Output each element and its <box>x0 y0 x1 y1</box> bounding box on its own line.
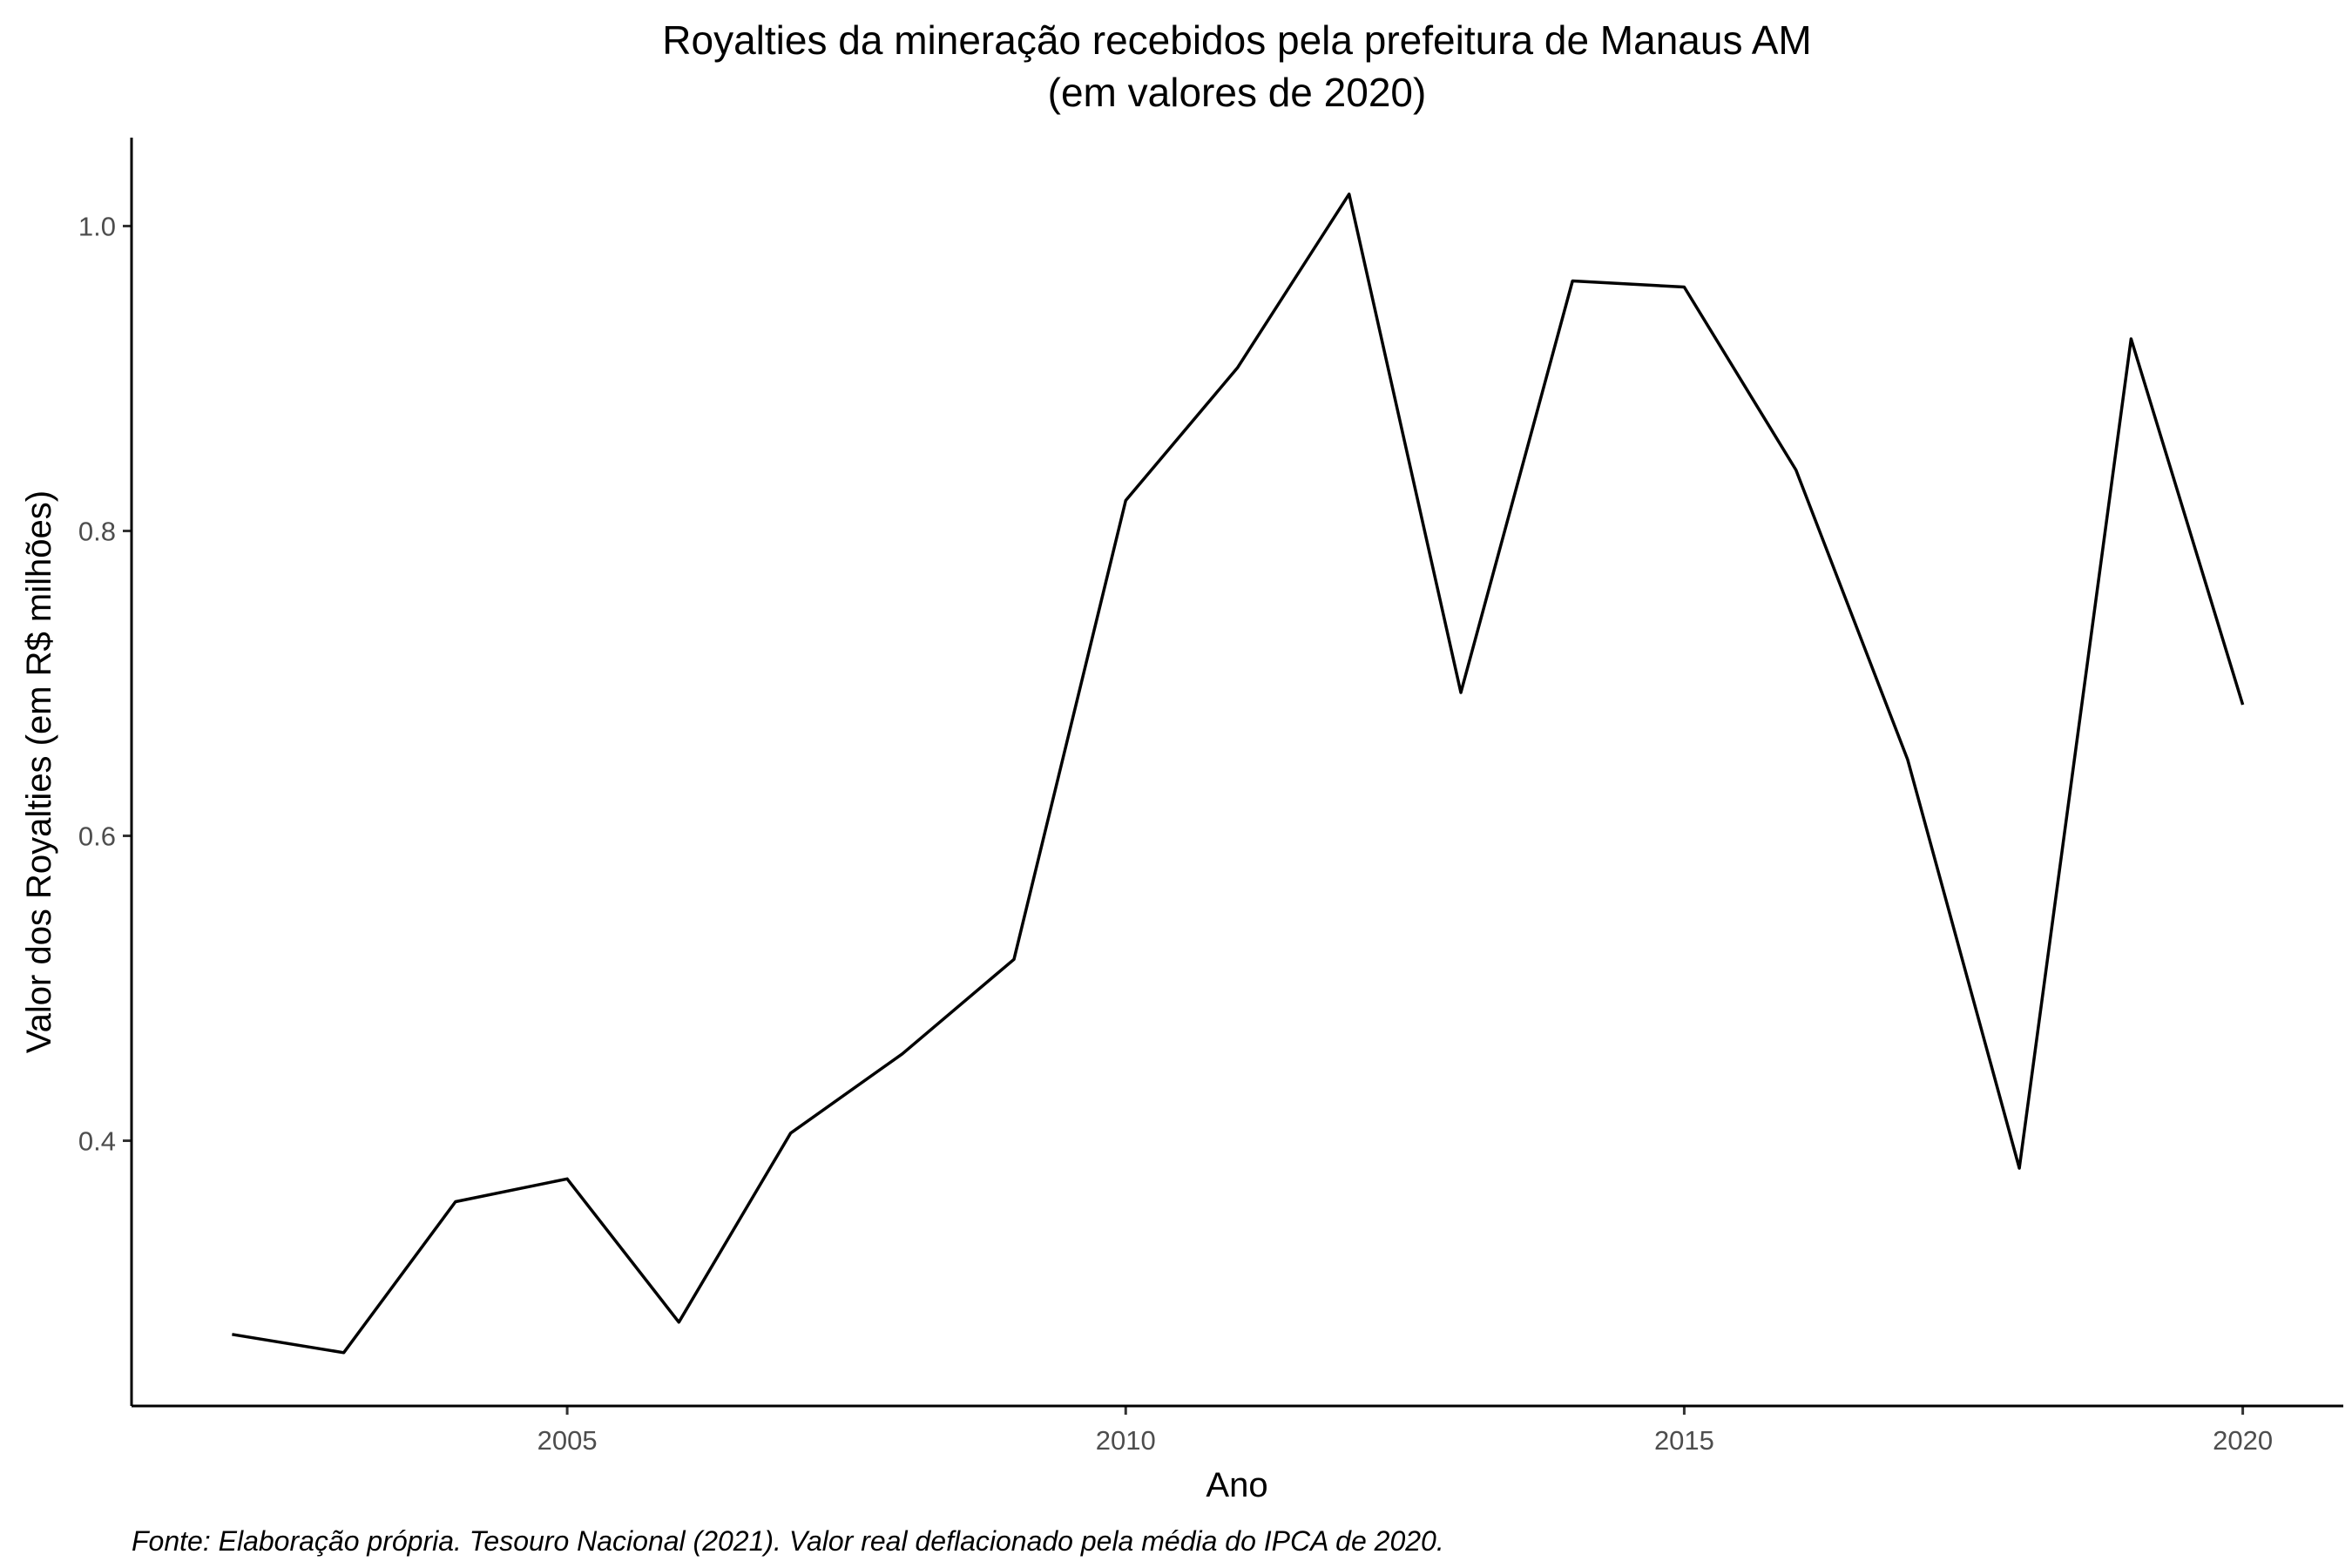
x-tick-label: 2010 <box>1096 1425 1156 1456</box>
y-tick-label: 1.0 <box>78 212 116 242</box>
y-tick-label: 0.8 <box>78 517 116 547</box>
y-tick-label: 0.6 <box>78 821 116 852</box>
source-caption: Fonte: Elaboração própria. Tesouro Nacio… <box>132 1525 1444 1557</box>
series-line-0 <box>232 193 2245 1355</box>
x-tick-label: 2015 <box>1654 1425 1714 1456</box>
x-axis-title: Ano <box>1206 1466 1267 1504</box>
x-tick-label: 2005 <box>537 1425 598 1456</box>
chart-subtitle: (em valores de 2020) <box>1048 70 1427 115</box>
x-tick-label: 2020 <box>2213 1425 2273 1456</box>
x-axis-ticks: 2005 2010 2015 2020 <box>537 1406 2273 1456</box>
series-layer <box>232 193 2245 1355</box>
y-axis-ticks: 0.4 0.6 0.8 1.0 <box>78 212 132 1157</box>
chart-title: Royalties da mineração recebidos pela pr… <box>662 17 1811 63</box>
y-tick-label: 0.4 <box>78 1126 116 1157</box>
y-axis-title: Valor dos Royalties (em R$ milhões) <box>20 490 58 1053</box>
